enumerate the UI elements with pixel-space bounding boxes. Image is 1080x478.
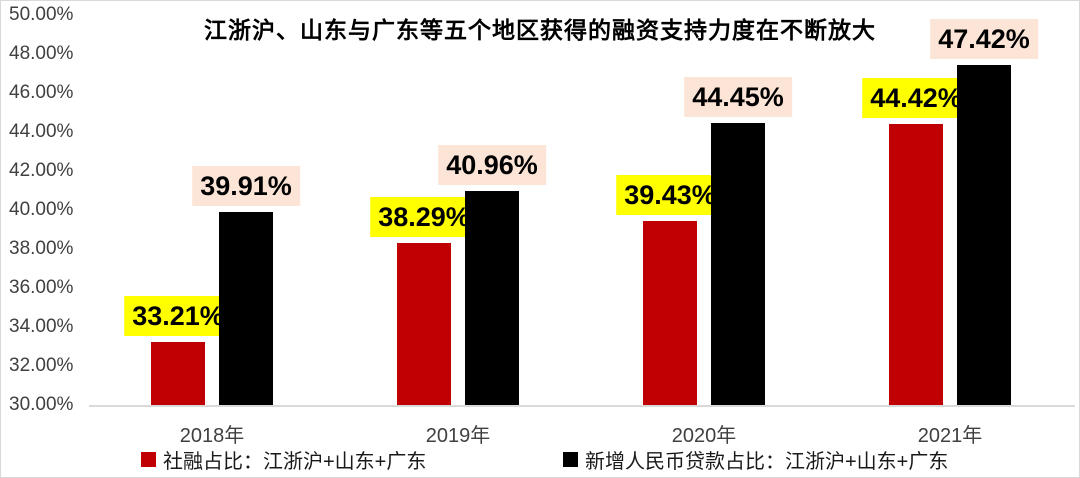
x-axis-category-label: 2018年 [179, 425, 245, 447]
red-square-legend-marker [141, 452, 156, 467]
x-axis-category-label: 2019年 [425, 425, 491, 447]
chart-title: 江浙沪、山东与广东等五个地区获得的融资支持力度在不断放大 [204, 18, 876, 43]
bar-value-label: 38.29% [370, 197, 478, 238]
bar-value-label: 44.42% [862, 77, 970, 118]
x-axis-line [89, 405, 1075, 407]
black-square-legend-marker [563, 452, 578, 467]
bar-series1-2018 [151, 342, 205, 405]
y-axis-tick-label: 36.00% [9, 277, 74, 298]
bar-series2-2021 [957, 65, 1011, 405]
bar-series2-2019 [465, 191, 519, 405]
bar-value-label: 39.91% [192, 165, 300, 206]
y-axis-tick-label: 32.00% [9, 355, 74, 376]
bar-value-label: 44.45% [684, 77, 792, 118]
bar-value-label: 33.21% [124, 296, 232, 337]
x-axis-category-label: 2021年 [917, 425, 983, 447]
y-axis-tick-label: 30.00% [9, 394, 74, 415]
bar-series1-2019 [397, 243, 451, 405]
legend-item-new-rmb-loans: 新增人民币贷款占比：江浙沪+山东+广东 [563, 445, 948, 474]
y-axis-tick-label: 48.00% [9, 43, 74, 64]
bar-series2-2018 [219, 211, 273, 405]
y-axis-tick-label: 38.00% [9, 238, 74, 259]
legend-item-social-financing: 社融占比：江浙沪+山东+广东 [141, 445, 426, 474]
x-axis-category-label: 2020年 [671, 425, 737, 447]
y-axis-tick-label: 44.00% [9, 121, 74, 142]
y-axis-tick-label: 46.00% [9, 82, 74, 103]
bar-value-label: 47.42% [930, 19, 1038, 60]
y-axis-tick-label: 42.00% [9, 160, 74, 181]
bar-series2-2020 [711, 123, 765, 405]
bar-value-label: 39.43% [616, 175, 724, 216]
y-axis-tick-label: 50.00% [9, 4, 74, 25]
y-axis-tick-label: 40.00% [9, 199, 74, 220]
bar-value-label: 40.96% [438, 145, 546, 186]
legend-label: 新增人民币贷款占比：江浙沪+山东+广东 [585, 451, 949, 473]
y-axis-tick-label: 34.00% [9, 316, 74, 337]
legend-label: 社融占比：江浙沪+山东+广东 [163, 451, 427, 473]
bar-series1-2021 [889, 123, 943, 405]
bar-series1-2020 [643, 221, 697, 405]
